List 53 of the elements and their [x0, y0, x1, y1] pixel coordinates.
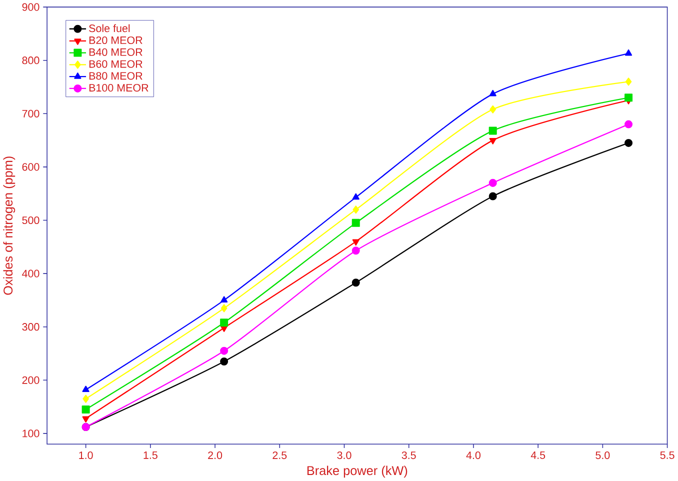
y-tick-label: 900 [22, 3, 40, 11]
point [352, 218, 360, 227]
x-axis-title: Brake power (kW) [307, 466, 408, 478]
x-tick-label: 2.0 [208, 452, 222, 460]
x-tick-label: 5.0 [596, 452, 610, 460]
point [352, 278, 360, 287]
point [82, 386, 90, 392]
point [489, 138, 496, 144]
x-tick-label: 3.0 [337, 452, 352, 460]
x-tick-label: 2.5 [272, 452, 287, 460]
point [352, 206, 360, 214]
point [220, 346, 228, 355]
point [220, 358, 228, 366]
point [220, 296, 228, 303]
x-tick-label: 4.5 [530, 452, 546, 460]
legend-label: B80 MEOR [89, 72, 142, 80]
point [489, 90, 496, 96]
y-tick-label: 200 [22, 376, 40, 384]
point [352, 246, 360, 255]
y-tick-label: 600 [22, 163, 40, 171]
point [624, 49, 632, 56]
y-axis-title: Oxides of nitrogen (ppm) [3, 156, 16, 295]
y-tick-label: 400 [22, 270, 40, 278]
x-tick-label: 5.5 [660, 452, 674, 460]
point [352, 239, 360, 246]
point [624, 139, 633, 148]
point [490, 105, 496, 114]
point [220, 304, 228, 312]
x-tick-label: 1.0 [79, 452, 93, 460]
point [82, 406, 90, 414]
point [82, 416, 90, 423]
x-tick-label: 4.0 [466, 452, 480, 460]
point [488, 179, 497, 188]
y-tick-label: 100 [22, 430, 40, 438]
x-tick-label: 3.5 [402, 452, 416, 460]
y-tick-label: 300 [22, 323, 40, 331]
x-tick-label: 1.5 [144, 452, 158, 460]
point [82, 394, 89, 403]
legend-label: B40 MEOR [89, 48, 142, 56]
y-tick-label: 500 [22, 216, 40, 224]
legend-label: Sole fuel [89, 24, 130, 32]
point [488, 192, 497, 200]
legend-label: B20 MEOR [89, 36, 142, 44]
point [488, 126, 497, 135]
point [352, 193, 360, 200]
legend-label: B60 MEOR [89, 60, 142, 68]
y-tick-label: 800 [22, 56, 40, 64]
point [624, 120, 633, 128]
point [220, 318, 228, 327]
point [625, 78, 632, 86]
legend-label: B100 MEOR [89, 84, 148, 92]
y-tick-label: 700 [22, 110, 40, 118]
point [624, 94, 633, 102]
